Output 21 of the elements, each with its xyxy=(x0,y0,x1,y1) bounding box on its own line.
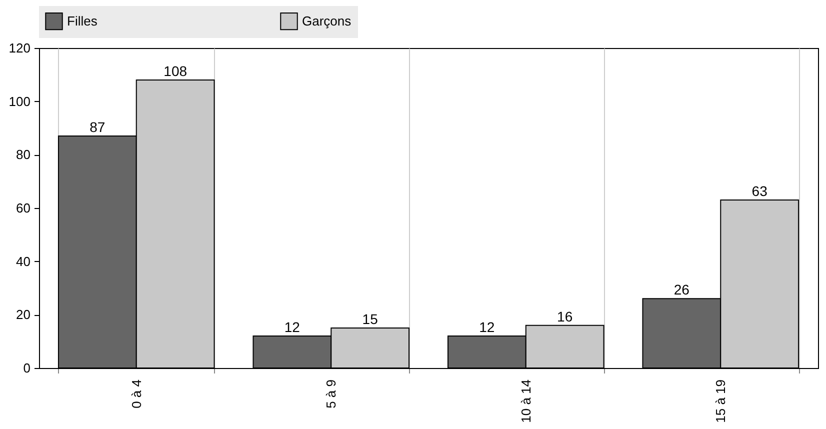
data-label: 26 xyxy=(674,282,690,298)
y-tick-label: 120 xyxy=(8,40,30,56)
x-tick-label: 15 à 19 xyxy=(713,380,728,423)
data-label: 63 xyxy=(752,183,768,199)
y-tick-label: 80 xyxy=(16,147,30,162)
data-label: 15 xyxy=(362,311,378,327)
data-label: 108 xyxy=(164,63,188,79)
x-tick-label: 10 à 14 xyxy=(518,380,534,423)
x-tick-label: 0 à 4 xyxy=(128,380,144,408)
y-tick-label: 40 xyxy=(16,254,30,269)
x-tick-label: 5 à 9 xyxy=(324,380,339,408)
data-label: 12 xyxy=(479,319,495,335)
legend-label: Garçons xyxy=(302,13,352,28)
data-label: 87 xyxy=(90,119,106,135)
y-tick-label: 20 xyxy=(16,307,30,322)
data-label: 16 xyxy=(557,308,573,324)
data-label: 12 xyxy=(284,319,300,335)
legend-label: Filles xyxy=(67,13,98,28)
y-tick-label: 60 xyxy=(16,200,30,216)
y-tick-label: 0 xyxy=(23,360,30,376)
y-tick-label: 100 xyxy=(8,94,30,109)
